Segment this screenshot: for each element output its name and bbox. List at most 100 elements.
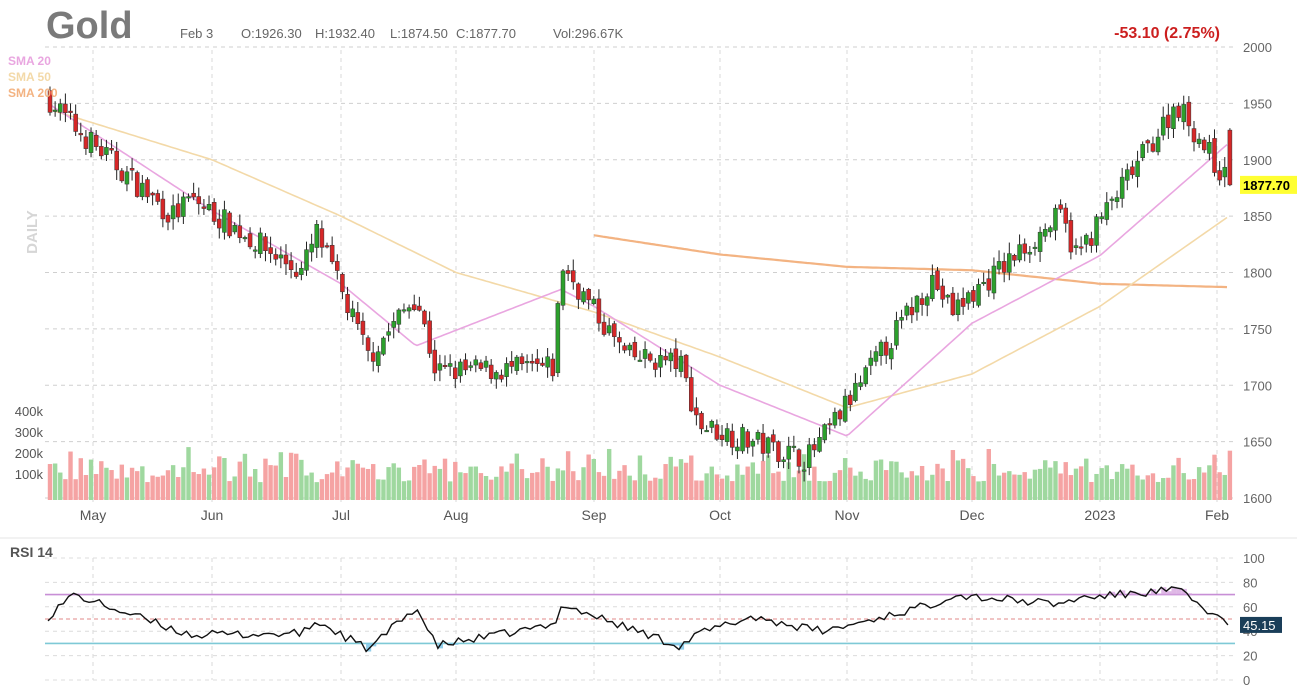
volume-bar (545, 467, 549, 500)
volume-bar (894, 462, 898, 500)
price-tick-label: 1950 (1243, 96, 1272, 111)
candle-body (1012, 255, 1016, 260)
candle-body (269, 248, 273, 254)
candle-body (305, 250, 309, 271)
volume-bar (689, 456, 693, 500)
volume-bar (304, 475, 308, 500)
volume-bar (833, 473, 837, 500)
candle-body (1130, 167, 1134, 175)
candle-body (941, 286, 945, 299)
volume-bar (607, 449, 611, 500)
volume-bar (992, 464, 996, 500)
sma20-legend: SMA 20 (8, 54, 51, 68)
candle-body (1202, 140, 1206, 150)
volume-bar (817, 481, 821, 500)
volume-bar (376, 479, 380, 500)
candle-body (561, 271, 565, 305)
volume-bar (1110, 479, 1114, 500)
volume-bar (612, 479, 616, 500)
candle-body (1110, 199, 1114, 201)
candle-body (746, 432, 750, 448)
volume-bar (494, 477, 498, 500)
candle-body (356, 312, 360, 323)
rsi-line (48, 587, 1228, 652)
candle-body (694, 408, 698, 415)
candle-body (294, 272, 298, 276)
volume-bar (63, 479, 67, 500)
volume-bar (740, 475, 744, 500)
candle-body (1192, 129, 1196, 142)
candle-body (89, 132, 93, 152)
volume-bar (181, 467, 185, 500)
volume-bar (679, 459, 683, 500)
volume-bar (1058, 473, 1062, 500)
candle-body (407, 308, 411, 311)
volume-bar (433, 466, 437, 500)
candle-body (787, 446, 791, 459)
candle-body (233, 225, 237, 232)
volume-bar (1079, 466, 1083, 500)
candle-body (761, 433, 765, 453)
volume-bar (1223, 475, 1227, 500)
volume-bar (345, 467, 349, 500)
candle-body (438, 364, 442, 371)
candle-body (340, 274, 344, 292)
volume-bar (94, 474, 98, 500)
volume-bar (566, 451, 570, 500)
candle-body (197, 197, 201, 204)
candle-body (566, 270, 570, 273)
candle-body (756, 432, 760, 439)
candle-body (469, 366, 473, 368)
candle-body (499, 375, 503, 379)
volume-bar (135, 471, 139, 500)
volume-bar (745, 467, 749, 500)
volume-bar (274, 466, 278, 500)
volume-bar (207, 475, 211, 500)
volume-bar (515, 454, 519, 500)
candle-body (371, 353, 375, 362)
volume-bar (1212, 455, 1216, 500)
candle-body (987, 279, 991, 291)
candle-body (1223, 167, 1227, 177)
candle-body (515, 357, 519, 371)
quote-volume: Vol:296.67K (553, 26, 623, 41)
volume-bar (315, 482, 319, 500)
candle-body (494, 372, 498, 379)
volume-bar (284, 477, 288, 500)
volume-bar (1038, 469, 1042, 500)
volume-bar (294, 454, 298, 500)
candle-body (222, 210, 226, 233)
candle-body (782, 460, 786, 462)
volume-bar (658, 479, 662, 500)
candle-body (910, 307, 914, 315)
candlesticks[interactable] (48, 86, 1232, 481)
volume-bar (1115, 472, 1119, 500)
volume-bar (402, 481, 406, 500)
month-tick-label: Dec (960, 507, 985, 523)
rsi-tick-label: 60 (1243, 600, 1257, 615)
volume-bar (781, 481, 785, 500)
candle-body (63, 104, 67, 113)
rsi-oversold-fill (366, 643, 684, 651)
rsi-tick-label: 100 (1243, 551, 1265, 566)
volume-bar (981, 481, 985, 500)
candle-body (807, 445, 811, 468)
candle-body (381, 338, 385, 354)
volume-bar (710, 467, 714, 500)
candle-body (335, 261, 339, 270)
volume-bar (309, 473, 313, 500)
volume-bar (597, 472, 601, 500)
volume-bar (73, 479, 77, 500)
candle-body (207, 204, 211, 209)
volume-bar (474, 467, 478, 500)
candle-body (925, 297, 929, 306)
candle-body (1059, 205, 1063, 210)
candle-body (915, 296, 919, 312)
candle-body (551, 359, 555, 376)
quote-close: C:1877.70 (456, 26, 516, 41)
volume-bar (812, 467, 816, 500)
candle-body (1177, 106, 1181, 118)
candle-body (797, 450, 801, 467)
